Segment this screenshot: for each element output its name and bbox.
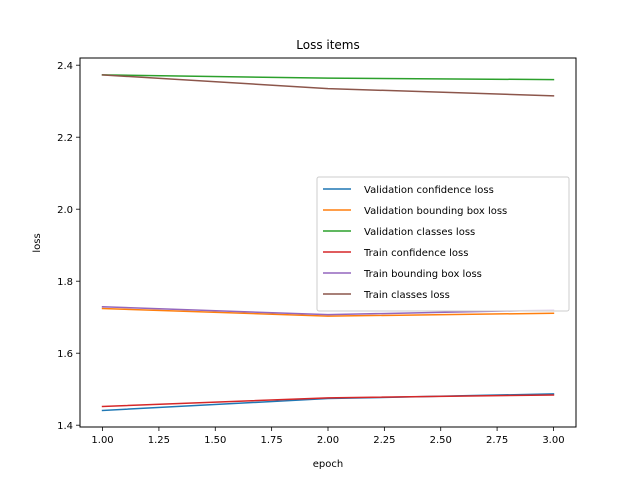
x-tick-label: 2.00 xyxy=(317,435,339,446)
series-line-5 xyxy=(101,74,555,97)
legend: Validation confidence loss Validation bou… xyxy=(316,176,570,312)
y-tick-label: 2.2 xyxy=(57,133,73,144)
y-tick-label: 1.6 xyxy=(57,349,73,360)
y-axis-label: loss xyxy=(32,233,43,252)
series-line-2 xyxy=(101,74,555,81)
x-tick-label: 1.75 xyxy=(261,435,283,446)
legend-label-3: Train confidence loss xyxy=(363,248,468,259)
x-axis-ticks: 1.00 1.25 1.50 1.75 2.00 2.25 2.50 2.75 3.00 xyxy=(91,427,565,446)
legend-label-4: Train bounding box loss xyxy=(363,269,482,280)
legend-label-1: Validation bounding box loss xyxy=(364,206,507,217)
x-tick-label: 1.50 xyxy=(204,435,226,446)
series-line-1 xyxy=(101,307,555,317)
x-tick-label: 3.00 xyxy=(542,435,564,446)
legend-label-2: Validation classes loss xyxy=(364,227,475,238)
x-tick-label: 2.25 xyxy=(373,435,395,446)
series-line-3 xyxy=(101,394,555,408)
y-axis-ticks: 1.4 1.6 1.8 2.0 2.2 2.4 xyxy=(57,61,80,432)
legend-label-5: Train classes loss xyxy=(363,290,450,301)
y-tick-label: 1.4 xyxy=(57,421,73,432)
y-tick-label: 2.4 xyxy=(57,61,73,72)
legend-box xyxy=(316,176,570,312)
x-axis-label: epoch xyxy=(313,459,343,470)
chart-title: Loss items xyxy=(296,38,360,52)
series-line-4 xyxy=(101,305,555,316)
y-tick-label: 2.0 xyxy=(57,205,73,216)
x-tick-label: 1.00 xyxy=(91,435,113,446)
x-tick-label: 2.75 xyxy=(486,435,508,446)
legend-label-0: Validation confidence loss xyxy=(364,185,494,196)
y-tick-label: 1.8 xyxy=(57,277,73,288)
series-layer xyxy=(101,74,555,412)
x-tick-label: 2.50 xyxy=(430,435,452,446)
x-tick-label: 1.25 xyxy=(148,435,170,446)
